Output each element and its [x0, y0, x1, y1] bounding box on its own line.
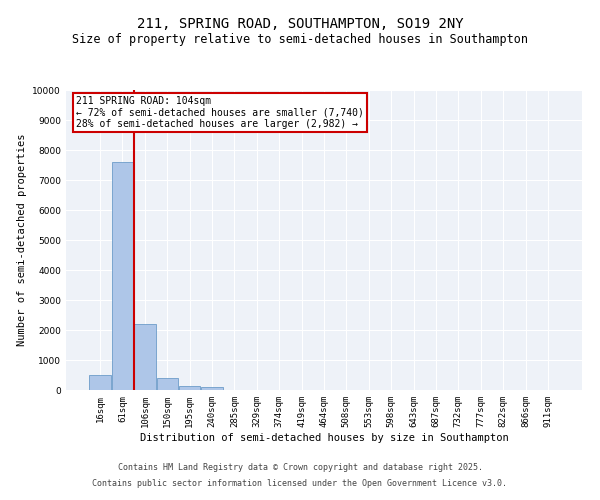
- Text: Contains public sector information licensed under the Open Government Licence v3: Contains public sector information licen…: [92, 478, 508, 488]
- Bar: [89, 375, 111, 390]
- Bar: [202, 388, 223, 390]
- Text: 211, SPRING ROAD, SOUTHAMPTON, SO19 2NY: 211, SPRING ROAD, SOUTHAMPTON, SO19 2NY: [137, 18, 463, 32]
- Bar: [157, 378, 178, 390]
- Text: 211 SPRING ROAD: 104sqm
← 72% of semi-detached houses are smaller (7,740)
28% of: 211 SPRING ROAD: 104sqm ← 72% of semi-de…: [76, 96, 364, 129]
- Text: Contains HM Land Registry data © Crown copyright and database right 2025.: Contains HM Land Registry data © Crown c…: [118, 464, 482, 472]
- Text: Size of property relative to semi-detached houses in Southampton: Size of property relative to semi-detach…: [72, 32, 528, 46]
- Bar: [112, 162, 133, 390]
- Y-axis label: Number of semi-detached properties: Number of semi-detached properties: [17, 134, 27, 346]
- X-axis label: Distribution of semi-detached houses by size in Southampton: Distribution of semi-detached houses by …: [140, 432, 508, 442]
- Bar: [134, 324, 155, 390]
- Bar: [179, 386, 200, 390]
